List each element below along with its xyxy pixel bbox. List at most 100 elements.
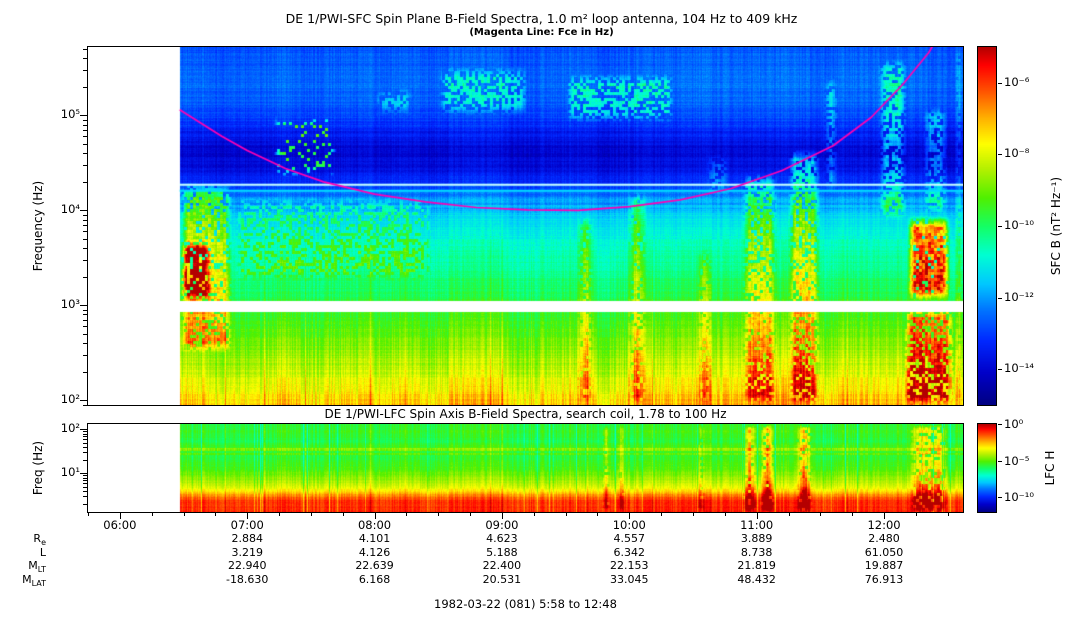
ephemeris-value: 2.884 [231, 532, 263, 545]
sfc-y-major-tick [80, 210, 87, 211]
lfc-y-minor-tick [83, 480, 87, 481]
lfc-title: DE 1/PWI-LFC Spin Axis B-Field Spectra, … [324, 407, 727, 421]
lfc-y-minor-tick [83, 460, 87, 461]
time-minor-tick [597, 513, 598, 516]
sfc-y-minor-tick [83, 87, 87, 88]
sfc-y-minor-tick [83, 130, 87, 131]
time-minor-tick [215, 513, 216, 516]
sfc-y-tick-label: 10⁵ [60, 107, 80, 122]
time-major-tick [757, 513, 758, 519]
time-major-tick [375, 513, 376, 519]
sfc-colorbar-tick-label: 10⁻⁶ [1004, 74, 1030, 89]
lfc-colorbar-tick [998, 461, 1002, 462]
sfc-y-minor-tick [83, 58, 87, 59]
sfc-y-minor-tick [83, 277, 87, 278]
sfc-colorbar-tick-label: 10⁻¹⁴ [1004, 361, 1034, 376]
lfc-y-minor-tick [83, 504, 87, 505]
sfc-y-minor-tick [83, 326, 87, 327]
sfc-y-major-tick [80, 115, 87, 116]
sfc-y-minor-tick [83, 70, 87, 71]
sfc-colorbar-tick [998, 369, 1002, 370]
time-minor-tick [693, 513, 694, 516]
time-minor-tick [661, 513, 662, 516]
ephemeris-value: 20.531 [482, 572, 522, 586]
sfc-y-major-tick [80, 305, 87, 306]
ephemeris-row-label: Re [33, 532, 46, 548]
ephemeris-value: 48.432 [737, 572, 776, 586]
lfc-y-minor-tick [83, 491, 87, 492]
time-minor-tick [820, 513, 821, 516]
lfc-y-minor-tick [83, 443, 87, 444]
sfc-y-tick-label: 10⁴ [60, 202, 80, 217]
ephemeris-value: 4.126 [358, 545, 391, 559]
ephemeris-row-label: MLT [28, 559, 46, 575]
ephemeris-value: 8.738 [740, 545, 773, 559]
sfc-y-minor-tick [83, 153, 87, 154]
sfc-colorbar-tick [998, 298, 1002, 299]
lfc-colorbar-tick-label: 10⁰ [1004, 417, 1024, 431]
sfc-y-minor-tick [83, 165, 87, 166]
sfc-y-minor-tick [83, 136, 87, 137]
sfc-y-minor-tick [83, 225, 87, 226]
time-minor-tick [948, 513, 949, 516]
ephemeris-row-label: MLAT [22, 572, 46, 588]
sfc-y-minor-tick [83, 120, 87, 121]
sfc-y-tick-label: 10² [60, 392, 80, 407]
time-minor-tick [470, 513, 471, 516]
lfc-y-minor-tick [83, 439, 87, 440]
lfc-colorbar-tick [998, 497, 1002, 498]
ephemeris-value: 22.639 [355, 559, 394, 572]
lfc-y-minor-tick [83, 496, 87, 497]
time-minor-tick [279, 513, 280, 516]
lfc-y-minor-tick [83, 478, 87, 479]
time-axis-label: 08:00 [357, 518, 392, 532]
ephemeris-value: 22.153 [610, 559, 649, 572]
time-axis-label: 11:00 [740, 518, 774, 532]
ephemeris-value: 33.045 [610, 572, 649, 586]
ephemeris-row-label: L [39, 545, 46, 559]
time-major-tick [884, 513, 885, 519]
sfc-colorbar-tick [998, 226, 1002, 227]
ephemeris-value: 21.819 [737, 559, 776, 572]
time-axis-label: 07:00 [230, 518, 264, 532]
sfc-y-minor-tick [83, 355, 87, 356]
lfc-y-tick-label: 10² [60, 421, 80, 436]
lfc-y-tick-label: 10¹ [60, 465, 80, 480]
lfc-y-major-tick [80, 429, 87, 430]
lfc-colorbar-tick-label: 10⁻⁵ [1004, 453, 1030, 468]
sfc-title: DE 1/PWI-SFC Spin Plane B-Field Spectra,… [285, 11, 798, 26]
time-axis-label: 06:00 [103, 518, 137, 532]
sfc-y-minor-tick [83, 49, 87, 50]
lfc-y-minor-tick [83, 447, 87, 448]
time-axis-label: 09:00 [485, 518, 519, 532]
lfc-y-minor-tick [83, 436, 87, 437]
time-minor-tick [852, 513, 853, 516]
lfc-colorbar [977, 423, 997, 513]
sfc-y-minor-tick [83, 310, 87, 311]
ephemeris-value: 4.623 [486, 532, 518, 545]
time-minor-tick [311, 513, 312, 516]
time-axis-label: 10:00 [612, 518, 646, 532]
sfc-y-tick-label: 10³ [60, 297, 80, 312]
ephemeris-value: 19.887 [864, 559, 904, 572]
time-major-tick [247, 513, 248, 519]
sfc-plot-area [87, 46, 964, 406]
lfc-y-major-tick [80, 473, 87, 474]
time-minor-tick [88, 513, 89, 516]
ephemeris-value: 22.400 [482, 559, 522, 572]
ephemeris-value: 76.913 [864, 572, 904, 586]
sfc-y-major-tick [80, 400, 87, 401]
sfc-colorbar-tick-label: 10⁻¹⁰ [1004, 218, 1034, 232]
lfc-y-minor-tick [83, 434, 87, 435]
time-minor-tick [184, 513, 185, 516]
lfc-plot-area [87, 423, 964, 513]
sfc-y-minor-tick [83, 220, 87, 221]
sfc-y-minor-tick [83, 239, 87, 240]
ephemeris-value: 2.480 [868, 532, 900, 545]
sfc-y-minor-tick [83, 314, 87, 315]
time-major-tick [502, 513, 503, 519]
ephemeris-value: 4.557 [613, 532, 646, 545]
lfc-y-minor-tick [83, 487, 87, 488]
time-minor-tick [566, 513, 567, 516]
